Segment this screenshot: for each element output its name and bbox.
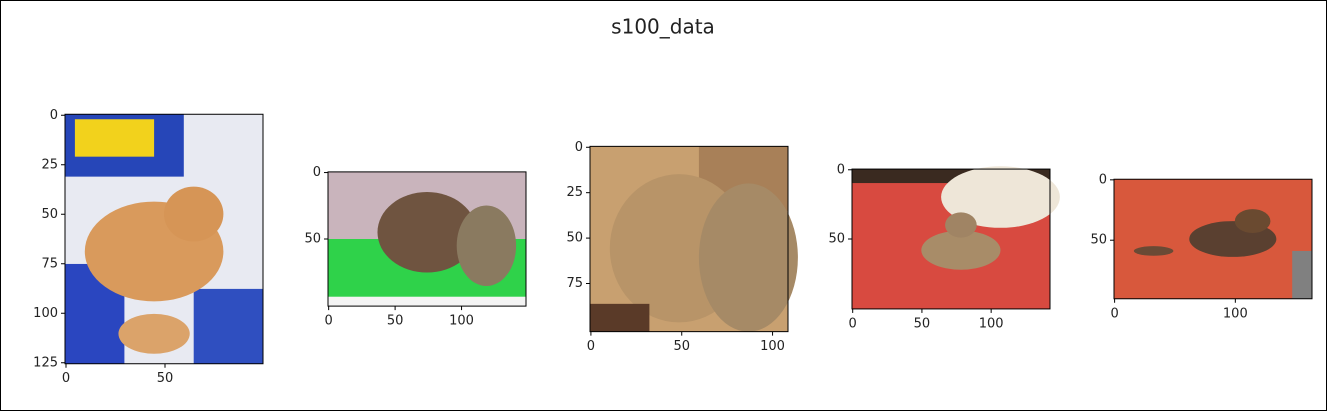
photo-region (945, 212, 977, 238)
image-panel (852, 166, 1060, 309)
photo-region (164, 186, 224, 242)
photo-region (118, 313, 190, 354)
y-tick-label: 50 (41, 207, 58, 222)
x-tick-label: 50 (387, 314, 404, 329)
y-tick-label: 100 (33, 306, 58, 321)
photo-region (590, 303, 650, 332)
y-tick-label: 0 (1099, 172, 1107, 187)
x-tick-label: 0 (1110, 306, 1118, 321)
photo-region (921, 230, 1001, 270)
x-tick-label: 100 (449, 314, 474, 329)
photo-region (193, 288, 263, 364)
x-tick-label: 0 (587, 339, 595, 354)
photo-region (377, 192, 477, 273)
y-tick-label: 25 (566, 185, 583, 200)
x-tick-label: 50 (673, 339, 690, 354)
y-tick-label: 50 (566, 231, 583, 246)
y-tick-label: 0 (837, 162, 845, 177)
y-tick-label: 75 (41, 256, 58, 271)
photo-region (456, 205, 517, 286)
x-tick-label: 100 (979, 316, 1004, 331)
y-tick-label: 50 (828, 232, 845, 247)
photo-region (1133, 246, 1174, 256)
y-tick-label: 75 (566, 276, 583, 291)
axes-frame (589, 145, 789, 333)
photo-region (698, 183, 798, 332)
photo-region (74, 119, 155, 157)
x-tick-label: 50 (157, 371, 174, 386)
x-tick-label: 0 (849, 316, 857, 331)
x-tick-label: 0 (325, 314, 333, 329)
image-panel (1114, 179, 1312, 299)
y-tick-label: 25 (41, 157, 58, 172)
x-tick-label: 0 (62, 371, 70, 386)
y-tick-label: 0 (313, 165, 321, 180)
x-tick-label: 100 (760, 339, 785, 354)
figure-title: s100_data (611, 15, 715, 39)
axes-frame (64, 113, 264, 365)
image-panel (590, 146, 798, 332)
y-tick-label: 50 (304, 232, 321, 247)
photo-region (1292, 250, 1312, 299)
y-tick-label: 125 (33, 355, 58, 370)
x-tick-label: 100 (1223, 306, 1248, 321)
y-tick-label: 0 (50, 108, 58, 123)
x-tick-label: 50 (914, 316, 931, 331)
axes-frame (1113, 178, 1313, 300)
image-panel (65, 114, 263, 364)
y-tick-label: 50 (1090, 233, 1107, 248)
photo-region (328, 296, 526, 307)
image-panel (328, 171, 526, 307)
photo-region (1234, 209, 1271, 234)
y-tick-label: 0 (575, 140, 583, 155)
photo-region (941, 166, 1060, 228)
